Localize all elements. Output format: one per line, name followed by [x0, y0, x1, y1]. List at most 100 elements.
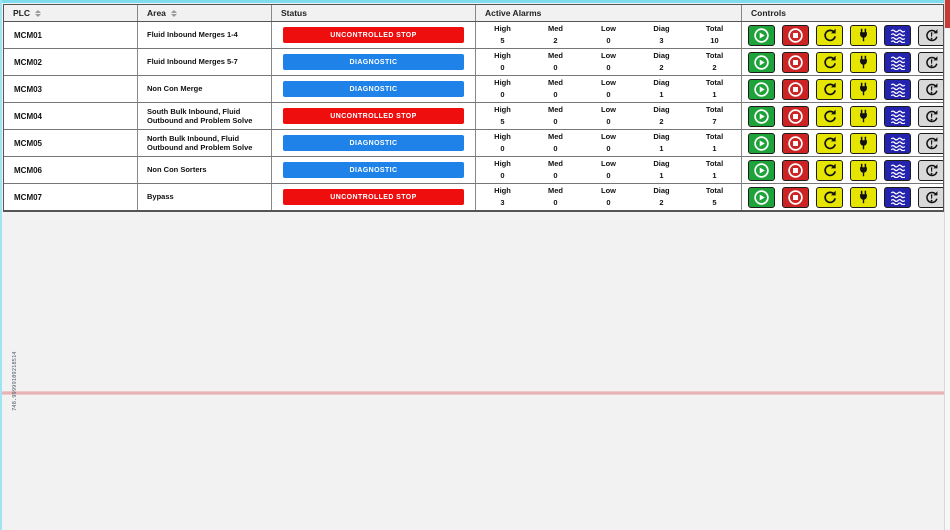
table-row: MCM07 Bypass UNCONTROLLED STOP High 3 Med 0…: [4, 184, 943, 211]
stop-icon: [787, 81, 804, 98]
alarm-subcolumn-label: Total: [705, 78, 724, 87]
stop-button[interactable]: [782, 105, 809, 127]
column-header-plc[interactable]: PLC: [4, 5, 138, 21]
frame-left-border: [0, 0, 2, 530]
power-button[interactable]: [850, 24, 877, 46]
alarm-count-value: 0: [606, 171, 611, 180]
alarm-count-value: 2: [659, 63, 664, 72]
flow-button[interactable]: [884, 24, 911, 46]
restart-button[interactable]: [816, 186, 843, 208]
table-body: MCM01 Fluid Inbound Merges 1-4 UNCONTROL…: [4, 22, 943, 211]
start-button[interactable]: [748, 78, 775, 100]
alarm-count-total: Total 1: [688, 78, 741, 99]
stop-button[interactable]: [782, 186, 809, 208]
waves-icon: [889, 82, 907, 97]
restart-button[interactable]: [816, 24, 843, 46]
alarm-count-value: 0: [553, 171, 558, 180]
fault-reset-button[interactable]: [918, 78, 943, 100]
alarm-count-med: Med 0: [529, 132, 582, 153]
alarm-count-value: 7: [712, 117, 717, 126]
status-badge: DIAGNOSTIC: [283, 135, 464, 151]
column-header-area[interactable]: Area: [138, 5, 272, 21]
start-button[interactable]: [748, 159, 775, 181]
vertical-scrollbar[interactable]: [944, 0, 950, 530]
alarm-subcolumn-label: Low: [601, 78, 616, 87]
alarm-subcolumn-label: Low: [601, 186, 616, 195]
fault-reset-button[interactable]: [918, 159, 943, 181]
fault-reset-button[interactable]: [918, 105, 943, 127]
alarm-subcolumn-label: Med: [548, 159, 563, 168]
flow-button[interactable]: [884, 132, 911, 154]
alarm-count-low: Low 0: [582, 24, 635, 45]
column-header-label: Active Alarms: [485, 8, 542, 18]
restart-button[interactable]: [816, 132, 843, 154]
alarm-count-diag: Diag 1: [635, 159, 688, 180]
stop-button[interactable]: [782, 78, 809, 100]
status-cell: DIAGNOSTIC: [272, 49, 476, 75]
plc-cell: MCM02: [4, 49, 138, 75]
power-button[interactable]: [850, 78, 877, 100]
alarm-reset-icon: [924, 136, 939, 151]
alarm-count-value: 0: [553, 63, 558, 72]
alarm-count-total: Total 2: [688, 51, 741, 72]
status-cell: DIAGNOSTIC: [272, 157, 476, 183]
power-button[interactable]: [850, 51, 877, 73]
stop-button[interactable]: [782, 24, 809, 46]
status-badge: DIAGNOSTIC: [283, 162, 464, 178]
alarm-subcolumn-label: Med: [548, 132, 563, 141]
power-button[interactable]: [850, 186, 877, 208]
stop-icon: [787, 162, 804, 179]
plc-cell: MCM06: [4, 157, 138, 183]
start-button[interactable]: [748, 51, 775, 73]
status-cell: UNCONTROLLED STOP: [272, 22, 476, 48]
alarm-count-low: Low 0: [582, 51, 635, 72]
alarm-subcolumn-label: Med: [548, 105, 563, 114]
alarm-count-diag: Diag 2: [635, 51, 688, 72]
stop-button[interactable]: [782, 132, 809, 154]
start-button[interactable]: [748, 105, 775, 127]
restart-button[interactable]: [816, 159, 843, 181]
alarm-subcolumn-label: Low: [601, 132, 616, 141]
sort-icon[interactable]: [35, 9, 41, 17]
alarm-count-value: 0: [606, 198, 611, 207]
power-button[interactable]: [850, 159, 877, 181]
alarm-count-value: 5: [500, 36, 505, 45]
flow-button[interactable]: [884, 105, 911, 127]
alarm-subcolumn-label: High: [494, 24, 511, 33]
fault-reset-button[interactable]: [918, 186, 943, 208]
start-button[interactable]: [748, 186, 775, 208]
start-button[interactable]: [748, 132, 775, 154]
column-header-label: Status: [281, 8, 307, 18]
plc-cell: MCM04: [4, 103, 138, 129]
status-cell: UNCONTROLLED STOP: [272, 184, 476, 210]
restart-button[interactable]: [816, 105, 843, 127]
plug-icon: [856, 135, 871, 151]
fault-reset-button[interactable]: [918, 24, 943, 46]
play-icon: [753, 135, 770, 152]
alarm-count-value: 5: [500, 117, 505, 126]
area-cell: North Bulk Inbound, Fluid Outbound and P…: [138, 130, 272, 156]
alarm-subcolumn-label: Med: [548, 51, 563, 60]
stop-button[interactable]: [782, 159, 809, 181]
flow-button[interactable]: [884, 159, 911, 181]
alarm-count-value: 2: [553, 36, 558, 45]
power-button[interactable]: [850, 105, 877, 127]
vertical-measurement-text: 748.99999109218514: [12, 351, 18, 411]
power-button[interactable]: [850, 132, 877, 154]
alarm-count-high: High 0: [476, 132, 529, 153]
fault-reset-button[interactable]: [918, 51, 943, 73]
fault-reset-button[interactable]: [918, 132, 943, 154]
restart-button[interactable]: [816, 51, 843, 73]
sort-icon[interactable]: [170, 9, 177, 17]
flow-button[interactable]: [884, 78, 911, 100]
alarm-count-value: 1: [659, 144, 664, 153]
restart-button[interactable]: [816, 78, 843, 100]
flow-button[interactable]: [884, 186, 911, 208]
stop-button[interactable]: [782, 51, 809, 73]
refresh-icon: [822, 135, 838, 151]
flow-button[interactable]: [884, 51, 911, 73]
status-cell: DIAGNOSTIC: [272, 130, 476, 156]
start-button[interactable]: [748, 24, 775, 46]
plug-icon: [856, 81, 871, 97]
alarm-count-high: High 5: [476, 24, 529, 45]
